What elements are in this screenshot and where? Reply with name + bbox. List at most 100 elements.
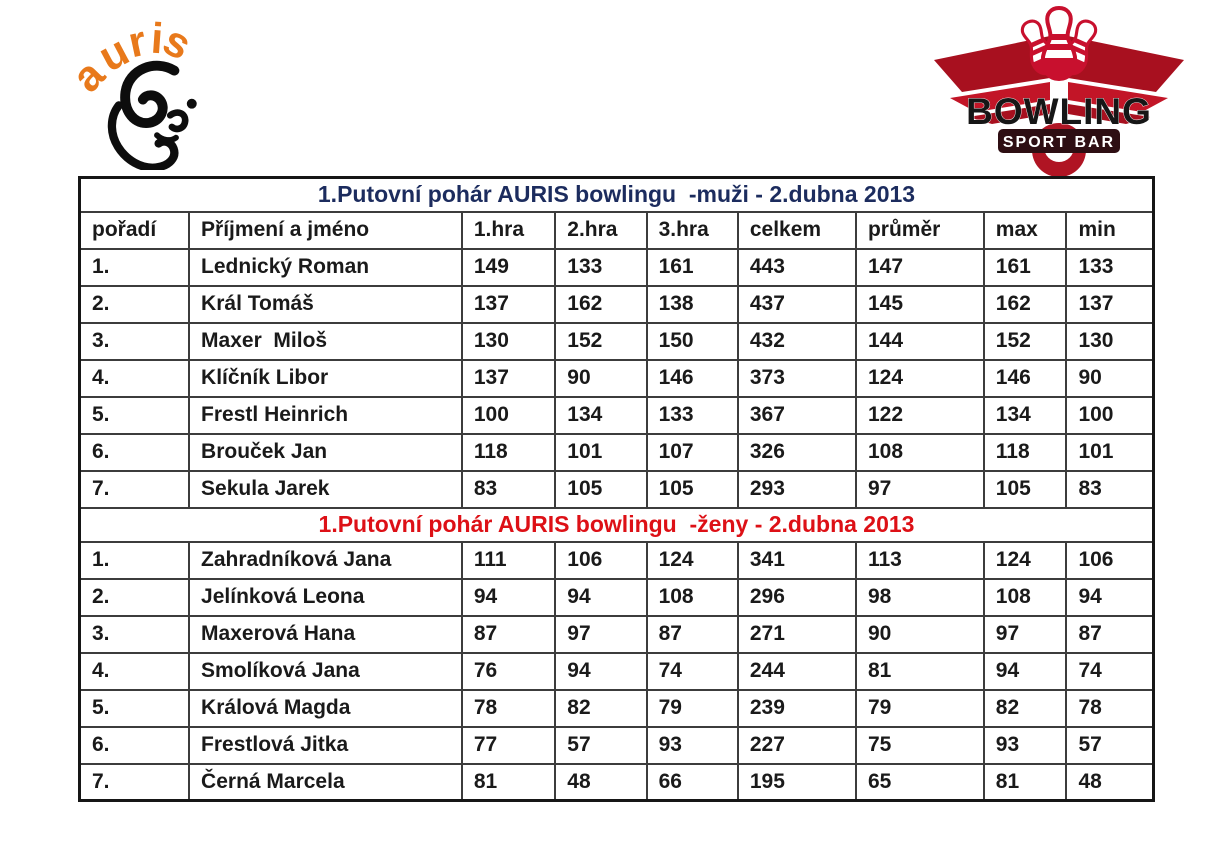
game1-cell: 87 xyxy=(460,614,557,654)
rank-cell: 2. xyxy=(78,284,191,324)
max-cell: 82 xyxy=(982,688,1068,728)
max-cell: 118 xyxy=(982,432,1068,472)
min-cell: 57 xyxy=(1065,725,1155,765)
max-cell: 93 xyxy=(982,725,1068,765)
header-row: pořadí Příjmení a jméno 1.hra 2.hra 3.hra cel… xyxy=(78,210,1155,250)
table-row: 7. Černá Marcela 81 48 66 195 65 81 48 xyxy=(78,762,1155,802)
max-cell: 81 xyxy=(982,762,1068,802)
game3-cell: 108 xyxy=(645,577,739,617)
max-cell: 97 xyxy=(982,614,1068,654)
max-cell: 94 xyxy=(982,651,1068,691)
name-cell: Králová Magda xyxy=(188,688,463,728)
rank-cell: 5. xyxy=(78,395,191,435)
table-row: 7. Sekula Jarek 83 105 105 293 97 105 83 xyxy=(78,469,1155,509)
game3-cell: 74 xyxy=(645,651,739,691)
max-cell: 124 xyxy=(982,540,1068,580)
name-cell: Král Tomáš xyxy=(188,284,463,324)
game1-cell: 111 xyxy=(460,540,557,580)
max-cell: 152 xyxy=(982,321,1068,361)
total-cell: 239 xyxy=(736,688,857,728)
min-cell: 48 xyxy=(1065,762,1155,802)
min-cell: 106 xyxy=(1065,540,1155,580)
section-title-men: 1.Putovní pohár AURIS bowlingu -muži - 2… xyxy=(78,176,1155,213)
game3-cell: 146 xyxy=(645,358,739,398)
column-header-total: celkem xyxy=(736,210,857,250)
rank-cell: 3. xyxy=(78,321,191,361)
column-header-name: Příjmení a jméno xyxy=(188,210,463,250)
table-row: 6. Brouček Jan 118 101 107 326 108 118 101 xyxy=(78,432,1155,472)
total-cell: 367 xyxy=(736,395,857,435)
rank-cell: 6. xyxy=(78,725,191,765)
total-cell: 341 xyxy=(736,540,857,580)
game1-cell: 137 xyxy=(460,284,557,324)
name-cell: Smolíková Jana xyxy=(188,651,463,691)
average-cell: 97 xyxy=(854,469,985,509)
total-cell: 293 xyxy=(736,469,857,509)
max-cell: 108 xyxy=(982,577,1068,617)
min-cell: 100 xyxy=(1065,395,1155,435)
game3-cell: 107 xyxy=(645,432,739,472)
game2-cell: 97 xyxy=(554,614,648,654)
game1-cell: 81 xyxy=(460,762,557,802)
game1-cell: 118 xyxy=(460,432,557,472)
game2-cell: 82 xyxy=(554,688,648,728)
game3-cell: 150 xyxy=(645,321,739,361)
average-cell: 65 xyxy=(854,762,985,802)
game2-cell: 162 xyxy=(554,284,648,324)
section-title-row-men: 1.Putovní pohár AURIS bowlingu -muži - 2… xyxy=(78,176,1155,213)
game2-cell: 134 xyxy=(554,395,648,435)
game2-cell: 57 xyxy=(554,725,648,765)
game1-cell: 149 xyxy=(460,247,557,287)
column-header-game2: 2.hra xyxy=(554,210,648,250)
total-cell: 296 xyxy=(736,577,857,617)
name-cell: Maxer Miloš xyxy=(188,321,463,361)
min-cell: 101 xyxy=(1065,432,1155,472)
table-row: 2. Král Tomáš 137 162 138 437 145 162 137 xyxy=(78,284,1155,324)
column-header-min: min xyxy=(1065,210,1155,250)
game3-cell: 133 xyxy=(645,395,739,435)
game3-cell: 93 xyxy=(645,725,739,765)
game2-cell: 94 xyxy=(554,651,648,691)
game1-cell: 77 xyxy=(460,725,557,765)
min-cell: 130 xyxy=(1065,321,1155,361)
game2-cell: 105 xyxy=(554,469,648,509)
max-cell: 105 xyxy=(982,469,1068,509)
name-cell: Brouček Jan xyxy=(188,432,463,472)
name-cell: Jelínková Leona xyxy=(188,577,463,617)
game2-cell: 101 xyxy=(554,432,648,472)
column-header-game1: 1.hra xyxy=(460,210,557,250)
min-cell: 137 xyxy=(1065,284,1155,324)
sport-bar-banner xyxy=(998,129,1120,153)
average-cell: 113 xyxy=(854,540,985,580)
average-cell: 81 xyxy=(854,651,985,691)
name-cell: Maxerová Hana xyxy=(188,614,463,654)
name-cell: Klíčník Libor xyxy=(188,358,463,398)
total-cell: 373 xyxy=(736,358,857,398)
game3-cell: 138 xyxy=(645,284,739,324)
game2-cell: 133 xyxy=(554,247,648,287)
min-cell: 94 xyxy=(1065,577,1155,617)
name-cell: Černá Marcela xyxy=(188,762,463,802)
table-row: 6. Frestlová Jitka 77 57 93 227 75 93 57 xyxy=(78,725,1155,765)
table-row: 4. Klíčník Libor 137 90 146 373 124 146 90 xyxy=(78,358,1155,398)
bowling-sport-bar-logo: BOWLING SPORT BAR xyxy=(934,6,1184,177)
table-row: 5. Králová Magda 78 82 79 239 79 82 78 xyxy=(78,688,1155,728)
bowling-logo-subtitle: SPORT BAR xyxy=(1003,134,1115,151)
rank-cell: 4. xyxy=(78,651,191,691)
average-cell: 90 xyxy=(854,614,985,654)
min-cell: 90 xyxy=(1065,358,1155,398)
average-cell: 122 xyxy=(854,395,985,435)
game3-cell: 161 xyxy=(645,247,739,287)
column-header-max: max xyxy=(982,210,1068,250)
game3-cell: 87 xyxy=(645,614,739,654)
game2-cell: 106 xyxy=(554,540,648,580)
min-cell: 74 xyxy=(1065,651,1155,691)
average-cell: 79 xyxy=(854,688,985,728)
game2-cell: 152 xyxy=(554,321,648,361)
game1-cell: 94 xyxy=(460,577,557,617)
table-row: 3. Maxer Miloš 130 152 150 432 144 152 130 xyxy=(78,321,1155,361)
average-cell: 145 xyxy=(854,284,985,324)
average-cell: 108 xyxy=(854,432,985,472)
name-cell: Sekula Jarek xyxy=(188,469,463,509)
